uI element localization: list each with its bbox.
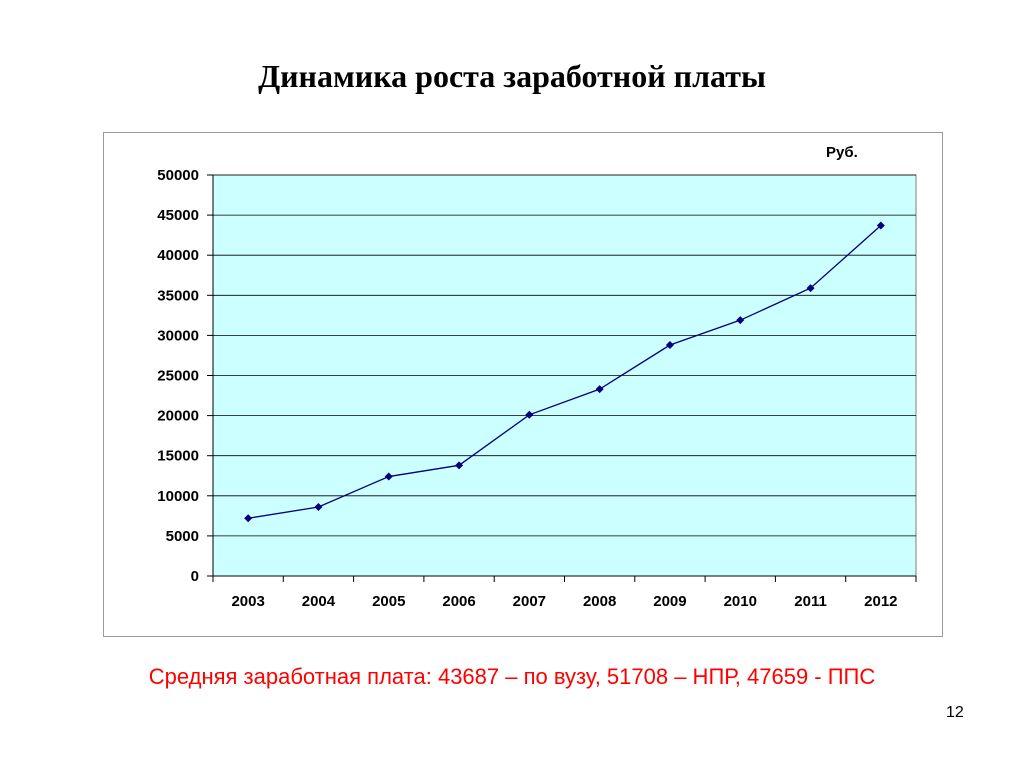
series-line: [248, 225, 882, 519]
y-tick-label: 50000: [157, 167, 199, 184]
data-point: [806, 284, 815, 293]
y-tick-label: 10000: [157, 488, 199, 505]
data-point: [595, 385, 604, 394]
y-tick-label: 45000: [157, 207, 199, 224]
y-tick-label: 25000: [157, 368, 199, 385]
x-tick-label: 2010: [724, 593, 757, 610]
data-point: [736, 316, 745, 325]
x-tick-label: 2007: [513, 593, 546, 610]
data-point: [314, 503, 323, 512]
data-point: [384, 472, 393, 481]
x-tick-label: 2009: [653, 593, 686, 610]
x-tick-label: 2005: [372, 593, 405, 610]
unit-label: Руб.: [826, 144, 858, 161]
x-tick-label: 2011: [794, 593, 827, 610]
y-tick-label: 30000: [157, 327, 199, 344]
slide-title: Динамика роста заработной платы: [258, 58, 766, 94]
x-tick-label: 2012: [864, 593, 897, 610]
page-number: 12: [946, 704, 964, 721]
y-tick-label: 35000: [157, 287, 199, 304]
salary-footnote: Средняя заработная плата: 43687 – по вуз…: [148, 664, 876, 689]
data-point: [455, 461, 464, 470]
data-point: [244, 514, 253, 523]
y-tick-label: 0: [191, 568, 199, 585]
data-point: [876, 221, 885, 230]
data-point: [525, 410, 534, 419]
x-tick-label: 2003: [231, 593, 264, 610]
y-tick-label: 40000: [157, 247, 199, 264]
y-tick-label: 15000: [157, 448, 199, 465]
data-point: [665, 341, 674, 350]
x-tick-label: 2006: [442, 593, 475, 610]
y-tick-label: 20000: [157, 408, 199, 425]
x-tick-label: 2008: [583, 593, 616, 610]
y-tick-label: 5000: [166, 528, 199, 545]
x-tick-label: 2004: [302, 593, 336, 610]
